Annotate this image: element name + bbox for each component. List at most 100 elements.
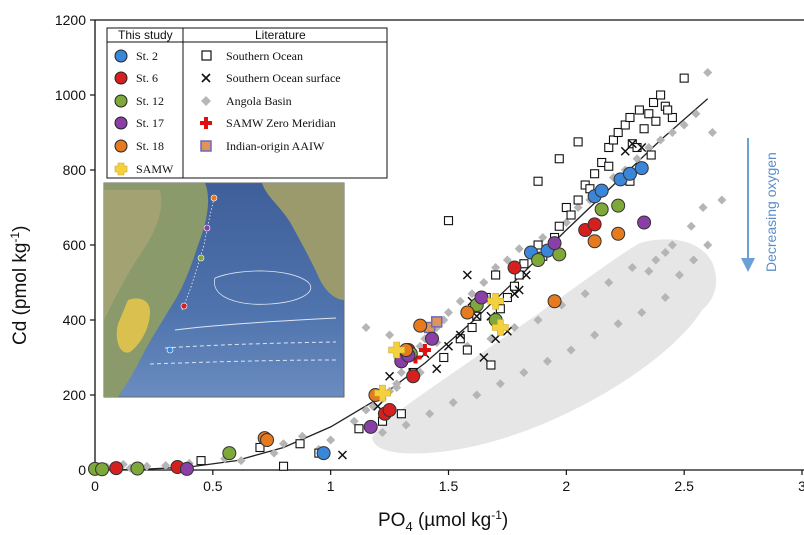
point-angola-basin xyxy=(604,278,614,287)
x-tick-label: 0 xyxy=(91,478,99,494)
point-angola-basin xyxy=(472,390,482,400)
point-angola-basin xyxy=(689,255,699,265)
y-axis-title: Cd (pmol kg-1) xyxy=(8,226,31,345)
point-southern-ocean xyxy=(278,461,289,471)
legend-label-samw: SAMW xyxy=(136,162,174,176)
point-southern-ocean xyxy=(462,345,472,355)
point-southern-ocean-surface xyxy=(462,270,472,280)
x-axis-title: PO4 (µmol kg-1) xyxy=(378,508,508,534)
point-southern-ocean xyxy=(634,105,644,115)
low-oxygen-shaded-region xyxy=(372,239,717,454)
legend-label-st12: St. 12 xyxy=(136,94,164,108)
point-st-12 xyxy=(95,462,110,477)
y-tick-label: 800 xyxy=(63,162,87,178)
legend-label-southern-ocean-surface: Southern Ocean surface xyxy=(226,71,341,85)
point-st-12 xyxy=(611,198,626,213)
point-samw xyxy=(487,292,504,310)
map-station-marker-d xyxy=(180,302,188,310)
map-current-line-3 xyxy=(149,359,337,365)
legend-marker-southern-ocean-surface xyxy=(201,73,211,83)
x-tick-label: 1 xyxy=(327,478,335,494)
point-angola-basin xyxy=(467,289,477,299)
point-angola-basin xyxy=(509,323,519,332)
point-southern-ocean-surface xyxy=(479,352,489,363)
legend-label-indian-aaiw: Indian-origin AAIW xyxy=(226,139,325,153)
point-angola-basin xyxy=(533,315,543,325)
point-southern-ocean xyxy=(554,221,564,231)
point-st-12 xyxy=(594,202,609,217)
point-angola-basin xyxy=(667,240,677,250)
point-angola-basin xyxy=(590,330,600,340)
point-st-12 xyxy=(531,253,546,267)
point-southern-ocean xyxy=(354,424,364,434)
point-southern-ocean xyxy=(502,292,512,303)
point-angola-basin xyxy=(455,296,465,306)
legend-marker-st6 xyxy=(114,71,128,85)
point-southern-ocean xyxy=(679,73,689,83)
point-angola-basin xyxy=(326,435,336,445)
legend-label-southern-ocean: Southern Ocean xyxy=(226,49,303,63)
point-southern-ocean xyxy=(663,105,673,115)
point-angola-basin xyxy=(495,379,505,389)
legend-header-literature: Literature xyxy=(255,28,306,42)
point-angola-basin xyxy=(698,203,708,212)
point-angola-basin xyxy=(703,68,713,77)
point-samw-zero-meridian xyxy=(418,344,431,356)
point-st-17 xyxy=(425,331,440,346)
legend-marker-samw xyxy=(114,162,128,176)
point-southern-ocean xyxy=(639,124,649,134)
point-southern-ocean-surface xyxy=(637,142,647,153)
point-angola-basin xyxy=(349,416,359,426)
legend-label-samw-zero-meridian: SAMW Zero Meridian xyxy=(226,116,336,130)
point-angola-basin xyxy=(717,195,727,205)
point-indian-origin-aaiw xyxy=(430,316,443,328)
point-angola-basin xyxy=(644,266,654,276)
legend-header-this-study: This study xyxy=(118,28,173,42)
map-station-marker-a xyxy=(210,194,218,202)
point-angola-basin xyxy=(566,345,576,355)
point-southern-ocean xyxy=(561,202,571,213)
point-angola-basin xyxy=(637,308,647,317)
point-angola-basin xyxy=(491,263,501,272)
map-shelf-patch xyxy=(116,298,150,353)
point-angola-basin xyxy=(142,461,152,471)
point-southern-ocean xyxy=(554,154,564,164)
point-southern-ocean-surface xyxy=(491,334,501,344)
point-angola-basin xyxy=(542,356,552,366)
point-southern-ocean-surface xyxy=(627,139,637,149)
point-southern-ocean-surface xyxy=(521,270,531,280)
point-st-17 xyxy=(637,215,652,230)
point-angola-basin xyxy=(361,405,371,415)
point-angola-basin xyxy=(297,431,307,441)
point-southern-ocean xyxy=(573,137,583,147)
point-angola-basin xyxy=(378,428,388,437)
point-angola-basin xyxy=(538,233,548,242)
point-angola-basin xyxy=(561,218,571,227)
point-st-2 xyxy=(622,166,637,181)
point-southern-ocean xyxy=(486,360,496,370)
point-st-18 xyxy=(547,294,562,309)
point-angola-basin xyxy=(236,456,246,466)
point-angola-basin xyxy=(703,240,713,250)
point-angola-basin xyxy=(161,461,171,470)
point-st-2 xyxy=(634,161,649,176)
map-south-america-highland xyxy=(104,190,162,320)
point-southern-ocean xyxy=(439,352,449,363)
point-st-6 xyxy=(507,260,522,275)
point-samw xyxy=(374,384,391,402)
point-angola-basin xyxy=(613,319,623,329)
point-angola-basin xyxy=(644,143,654,152)
point-southern-ocean xyxy=(656,90,666,100)
point-southern-ocean xyxy=(644,109,654,119)
point-angola-basin xyxy=(396,368,406,377)
point-st-18 xyxy=(587,234,602,249)
map-station-marker-b xyxy=(203,224,211,232)
point-southern-ocean xyxy=(196,456,206,466)
y-tick-label: 1200 xyxy=(55,12,86,28)
legend-marker-st18 xyxy=(114,139,128,153)
point-southern-ocean-surface xyxy=(509,289,520,299)
legend-label-st2: St. 2 xyxy=(136,49,158,63)
y-tick-label: 600 xyxy=(63,237,87,253)
point-st-6 xyxy=(406,369,421,384)
